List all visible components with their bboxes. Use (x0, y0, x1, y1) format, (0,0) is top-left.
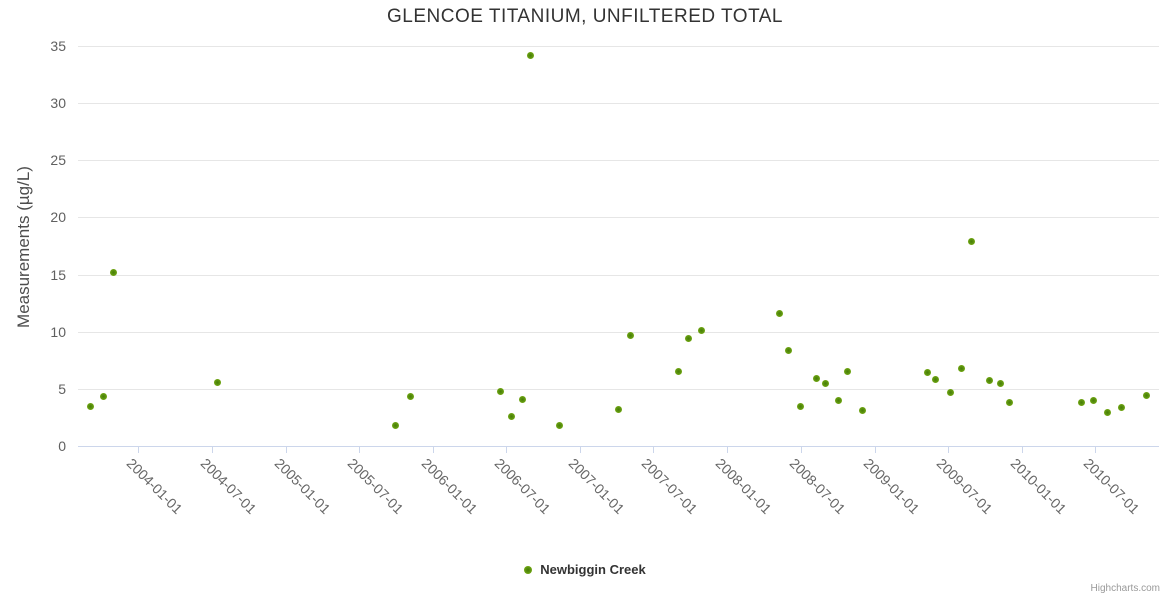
data-point[interactable] (967, 237, 975, 245)
legend-marker-icon (524, 565, 533, 574)
data-point[interactable] (685, 335, 693, 343)
x-tick-label: 2009-07-01 (933, 455, 996, 517)
data-point[interactable] (835, 396, 843, 404)
x-tick-label: 2006-07-01 (491, 455, 554, 517)
x-tick (1022, 447, 1023, 453)
x-tick (138, 447, 139, 453)
data-point[interactable] (526, 51, 534, 59)
y-gridline (78, 160, 1159, 161)
y-tick-label: 10 (50, 324, 66, 340)
y-tick-label: 35 (50, 38, 66, 54)
y-gridline (78, 389, 1159, 390)
legend[interactable]: Newbiggin Creek (0, 562, 1170, 577)
y-tick-label: 20 (50, 209, 66, 225)
data-point[interactable] (110, 268, 118, 276)
data-point[interactable] (555, 421, 563, 429)
data-point[interactable] (858, 407, 866, 415)
data-point[interactable] (996, 379, 1004, 387)
data-point[interactable] (946, 388, 954, 396)
x-axis-line (78, 446, 1159, 447)
x-tick-label: 2009-01-01 (860, 455, 923, 517)
x-tick-label: 2006-01-01 (418, 455, 481, 517)
y-axis-title: Measurements (µg/L) (14, 166, 33, 328)
x-tick-label: 2007-07-01 (638, 455, 701, 517)
y-gridline (78, 46, 1159, 47)
x-tick-label: 2005-07-01 (344, 455, 407, 517)
data-point[interactable] (985, 377, 993, 385)
x-tick (212, 447, 213, 453)
data-point[interactable] (87, 402, 95, 410)
data-point[interactable] (99, 393, 107, 401)
data-point[interactable] (519, 395, 526, 403)
y-tick-label: 5 (58, 381, 66, 397)
x-tick (801, 447, 802, 453)
x-tick (727, 447, 728, 453)
y-gridline (78, 275, 1159, 276)
x-tick-label: 2008-01-01 (712, 455, 775, 517)
data-point[interactable] (813, 375, 821, 383)
highcharts-credits-link[interactable]: Highcharts.com (1090, 583, 1160, 594)
data-point[interactable] (958, 364, 966, 372)
data-point[interactable] (698, 327, 706, 335)
chart-title: GLENCOE TITANIUM, UNFILTERED TOTAL (387, 6, 783, 27)
x-tick (359, 447, 360, 453)
x-tick-label: 2004-07-01 (197, 455, 260, 517)
data-point[interactable] (214, 378, 222, 386)
x-tick-label: 2008-07-01 (786, 455, 849, 517)
data-point[interactable] (1090, 396, 1098, 404)
y-tick-label: 25 (50, 152, 66, 168)
data-point[interactable] (1078, 399, 1086, 407)
x-tick (1095, 447, 1096, 453)
x-tick (948, 447, 949, 453)
x-tick (433, 447, 434, 453)
data-point[interactable] (391, 421, 399, 429)
data-point[interactable] (784, 346, 792, 354)
data-point[interactable] (923, 369, 931, 377)
y-tick-label: 15 (50, 267, 66, 283)
x-tick (580, 447, 581, 453)
data-point[interactable] (614, 405, 622, 413)
data-point[interactable] (1143, 392, 1151, 400)
y-tick-label: 0 (58, 438, 66, 454)
data-point[interactable] (406, 393, 414, 401)
y-tick-label: 30 (50, 95, 66, 111)
x-tick (506, 447, 507, 453)
legend-series-label: Newbiggin Creek (540, 562, 646, 577)
data-point[interactable] (776, 309, 784, 317)
data-point[interactable] (1005, 399, 1013, 407)
x-tick-label: 2007-01-01 (565, 455, 628, 517)
x-tick-label: 2010-07-01 (1080, 455, 1143, 517)
data-point[interactable] (844, 368, 852, 376)
data-point[interactable] (496, 387, 504, 395)
data-point[interactable] (1104, 409, 1112, 417)
data-point[interactable] (931, 376, 939, 384)
data-point[interactable] (797, 402, 805, 410)
data-point[interactable] (822, 379, 830, 387)
data-point[interactable] (508, 412, 516, 420)
x-tick (286, 447, 287, 453)
y-gridline (78, 103, 1159, 104)
y-gridline (78, 217, 1159, 218)
x-tick (875, 447, 876, 453)
data-point[interactable] (674, 368, 682, 376)
y-gridline (78, 332, 1159, 333)
x-tick-label: 2004-01-01 (123, 455, 186, 517)
x-tick-label: 2005-01-01 (271, 455, 334, 517)
x-tick (653, 447, 654, 453)
data-point[interactable] (1118, 403, 1126, 411)
data-point[interactable] (626, 331, 634, 339)
x-tick-label: 2010-01-01 (1007, 455, 1070, 517)
